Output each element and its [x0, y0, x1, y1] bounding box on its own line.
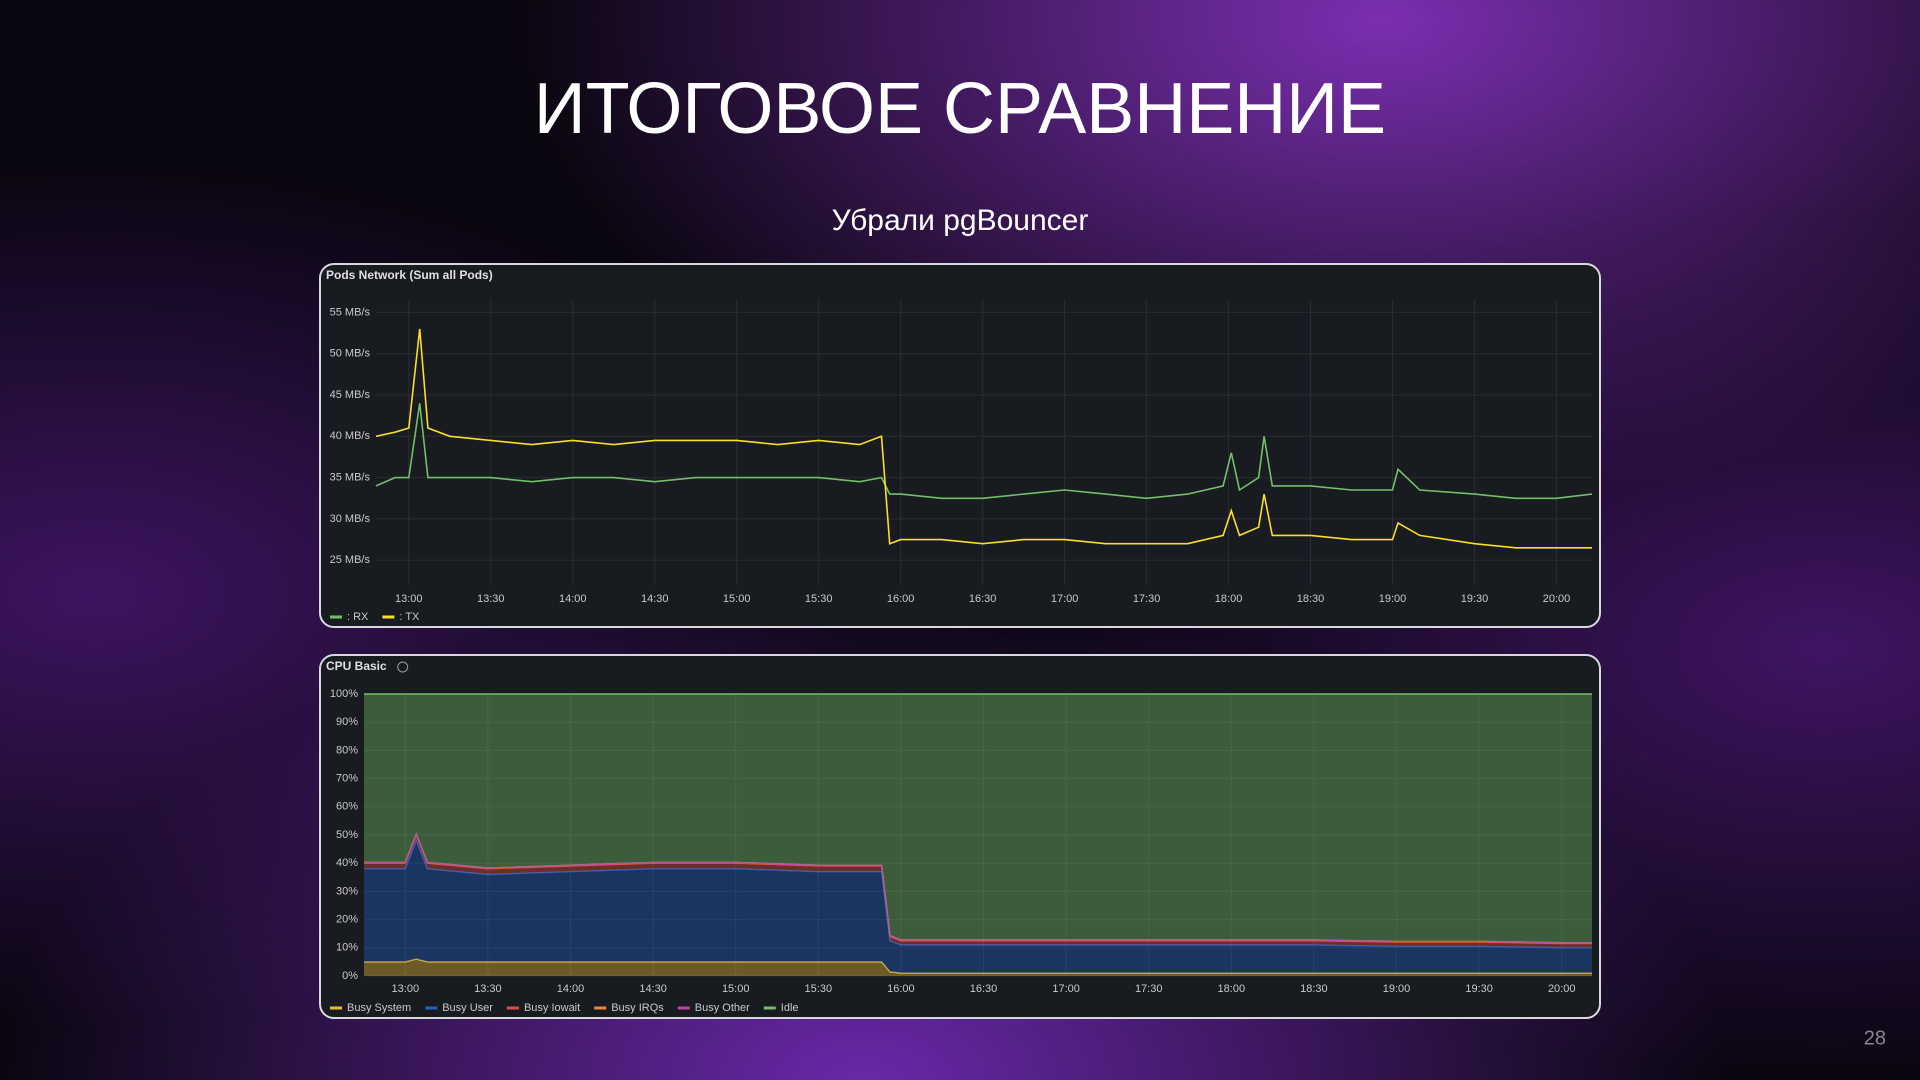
legend-label: : TX	[399, 611, 420, 623]
y-tick-label: 50 MB/s	[330, 348, 371, 360]
x-tick-label: 15:30	[805, 593, 833, 605]
x-tick-label: 15:30	[805, 983, 833, 995]
x-tick-label: 14:00	[557, 983, 585, 995]
y-tick-label: 20%	[336, 914, 358, 926]
legend-label: Busy System	[347, 1002, 411, 1014]
legend-label: Idle	[781, 1002, 799, 1014]
area-fill	[364, 959, 1592, 976]
slide-subtitle: Убрали pgBouncer	[832, 204, 1089, 237]
series-line	[375, 403, 1593, 500]
y-tick-label: 30%	[336, 885, 358, 897]
legend-label: Busy Iowait	[524, 1002, 580, 1014]
x-tick-label: 20:00	[1543, 593, 1571, 605]
series-line	[364, 958, 1592, 974]
y-tick-label: 0%	[342, 970, 358, 982]
x-tick-label: 13:00	[395, 593, 423, 605]
x-tick-label: 18:00	[1215, 593, 1243, 605]
x-tick-label: 19:30	[1465, 983, 1493, 995]
chart-title: CPU Basic	[326, 659, 387, 673]
y-tick-label: 90%	[336, 716, 358, 728]
legend-label: Busy User	[442, 1002, 493, 1014]
info-icon	[397, 661, 409, 673]
x-tick-label: 16:30	[969, 593, 997, 605]
legend-label: Busy Other	[695, 1002, 750, 1014]
area-fill	[364, 840, 1592, 974]
x-tick-label: 18:00	[1218, 983, 1246, 995]
y-tick-label: 50%	[336, 829, 358, 841]
area-fill	[364, 694, 1592, 943]
x-tick-label: 16:00	[887, 593, 915, 605]
x-tick-label: 19:00	[1379, 593, 1407, 605]
x-tick-label: 17:00	[1051, 593, 1079, 605]
series-line	[364, 833, 1592, 945]
x-tick-label: 19:30	[1461, 593, 1489, 605]
y-tick-label: 40%	[336, 857, 358, 869]
page-number: 28	[1864, 1027, 1886, 1049]
legend-label: Busy IRQs	[611, 1002, 664, 1014]
series-line	[364, 838, 1592, 949]
y-tick-label: 80%	[336, 744, 358, 756]
x-tick-label: 15:00	[722, 983, 750, 995]
y-tick-label: 35 MB/s	[330, 472, 371, 484]
x-tick-label: 18:30	[1300, 983, 1328, 995]
y-tick-label: 40 MB/s	[330, 430, 371, 442]
y-tick-label: 10%	[336, 942, 358, 954]
y-tick-label: 55 MB/s	[330, 306, 371, 318]
x-tick-label: 18:30	[1297, 593, 1325, 605]
x-tick-label: 14:30	[639, 983, 667, 995]
x-tick-label: 17:30	[1135, 983, 1163, 995]
y-tick-label: 70%	[336, 773, 358, 785]
y-tick-label: 60%	[336, 801, 358, 813]
x-tick-label: 13:30	[477, 593, 505, 605]
series-line	[364, 832, 1592, 944]
x-tick-label: 14:30	[641, 593, 669, 605]
x-tick-label: 17:30	[1133, 593, 1161, 605]
x-tick-label: 19:00	[1383, 983, 1411, 995]
panel	[319, 263, 1601, 628]
y-tick-label: 45 MB/s	[330, 389, 371, 401]
x-tick-label: 16:00	[887, 983, 915, 995]
legend-label: : RX	[347, 611, 369, 623]
x-tick-label: 17:00	[1052, 983, 1080, 995]
series-line	[375, 328, 1592, 549]
x-tick-label: 14:00	[559, 593, 587, 605]
slide-title: ИТОГОВОЕ СРАВНЕНИЕ	[534, 69, 1386, 149]
y-tick-label: 25 MB/s	[330, 554, 371, 566]
chart-title: Pods Network (Sum all Pods)	[326, 268, 493, 282]
x-tick-label: 13:30	[474, 983, 502, 995]
x-tick-label: 16:30	[970, 983, 998, 995]
x-tick-label: 20:00	[1548, 983, 1576, 995]
y-tick-label: 100%	[330, 688, 358, 700]
panel	[319, 654, 1601, 1019]
y-tick-label: 30 MB/s	[330, 513, 371, 525]
x-tick-label: 15:00	[723, 593, 751, 605]
x-tick-label: 13:00	[392, 983, 420, 995]
